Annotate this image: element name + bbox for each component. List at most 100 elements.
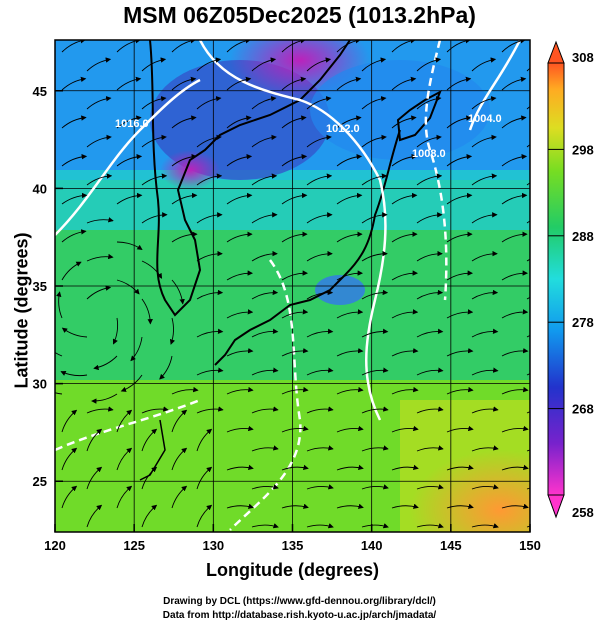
streamline [171, 154, 198, 167]
streamline [361, 328, 389, 338]
streamline [501, 192, 528, 205]
streamline [306, 328, 334, 338]
streamline [55, 351, 63, 357]
isobars [55, 40, 522, 531]
colorbar: 308 298 288 278 268 258 [547, 40, 594, 520]
streamline [141, 173, 168, 186]
streamline [141, 504, 158, 528]
streamline [416, 523, 444, 529]
streamline [416, 367, 444, 376]
streamline [281, 192, 308, 205]
streamline [91, 393, 118, 404]
credit-data: Data from http://database.rish.kyoto-u.a… [162, 610, 437, 621]
streamline [86, 217, 114, 224]
streamline [169, 317, 176, 345]
streamline [281, 115, 307, 129]
streamline [171, 485, 188, 509]
streamline [336, 425, 364, 433]
x-tick-label: 145 [440, 538, 462, 553]
streamline [281, 76, 307, 91]
streamline [196, 173, 223, 186]
temperature-field [55, 40, 530, 532]
streamline [446, 270, 473, 281]
streamline [86, 57, 112, 72]
colorbar-tick-label: 288 [572, 229, 594, 244]
streamline [416, 212, 443, 224]
streamline [226, 154, 253, 167]
streamline [446, 115, 472, 129]
streamline [501, 309, 529, 319]
streamline [141, 260, 163, 279]
streamline [306, 173, 333, 186]
streamline [306, 57, 332, 72]
streamline [171, 447, 188, 471]
streamline [526, 296, 530, 300]
streamline [306, 367, 334, 376]
streamline [361, 406, 389, 414]
streamline [446, 503, 474, 509]
streamline [251, 289, 279, 300]
streamline [416, 250, 443, 262]
streamline [336, 270, 363, 281]
streamline [281, 231, 308, 243]
streamline [471, 134, 497, 148]
streamline [281, 386, 309, 395]
streamline [391, 231, 418, 243]
streamline [526, 487, 530, 490]
streamline [336, 231, 363, 243]
streamline [446, 309, 474, 319]
streamline [526, 258, 530, 262]
streamline [361, 367, 389, 376]
streamline [471, 173, 498, 186]
streamline [171, 115, 197, 129]
streamline [391, 115, 417, 129]
contour-label: 1016.0 [115, 118, 149, 130]
streamline [196, 250, 223, 262]
streamline [251, 57, 277, 72]
streamline [526, 144, 530, 148]
streamline [306, 250, 333, 262]
streamline [416, 57, 442, 72]
streamline [306, 523, 334, 529]
streamline [446, 192, 473, 205]
streamline [526, 105, 530, 110]
streamline [501, 154, 528, 167]
streamline [116, 447, 133, 471]
streamline [141, 466, 158, 490]
colorbar-tick-label: 298 [572, 142, 594, 157]
streamline [501, 231, 528, 243]
streamline [306, 134, 332, 148]
x-tick-label: 140 [361, 538, 383, 553]
streamline [60, 370, 88, 377]
streamline [56, 291, 63, 319]
streamline [116, 192, 143, 205]
streamline [141, 57, 167, 72]
streamline [171, 231, 198, 243]
streamline [281, 464, 309, 471]
streamline [526, 411, 530, 414]
streamline [471, 212, 498, 224]
streamline [361, 57, 387, 72]
streamline [281, 309, 309, 319]
streamline [171, 76, 197, 91]
streamline [471, 484, 499, 490]
streamline [471, 289, 499, 300]
streamline [61, 192, 88, 205]
streamline [361, 173, 388, 186]
streamline [226, 503, 254, 509]
streamline [416, 445, 444, 452]
streamline [336, 154, 363, 167]
streamline [361, 250, 388, 262]
streamline [196, 367, 224, 376]
streamline [306, 96, 332, 110]
streamline [251, 484, 279, 490]
streamline [336, 503, 364, 509]
streamline [336, 348, 364, 357]
streamline [196, 428, 213, 452]
streamline [361, 212, 388, 224]
streamline [141, 298, 153, 325]
streamline [416, 328, 444, 338]
streamline [226, 386, 254, 395]
streamline [391, 192, 418, 205]
